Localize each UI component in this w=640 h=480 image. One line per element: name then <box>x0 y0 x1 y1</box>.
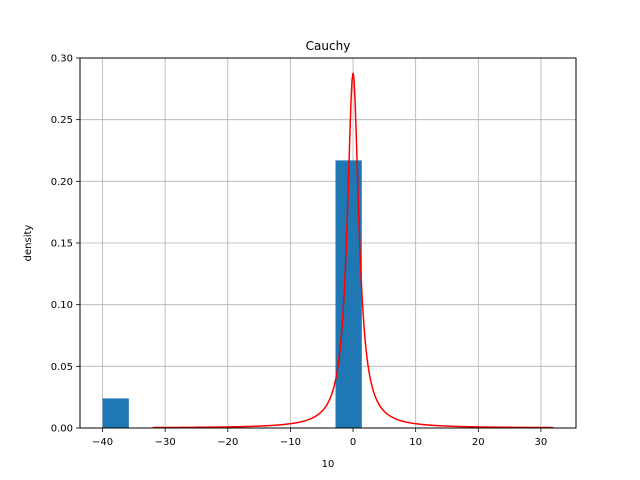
y-tick-label: 0.05 <box>51 362 73 373</box>
x-tick-label: 10 <box>409 437 422 448</box>
y-tick-label: 0.25 <box>51 115 73 126</box>
y-axis-ticks: 0.00 0.05 0.10 0.15 0.20 0.25 0.30 <box>51 54 80 435</box>
y-tick-label: 0.00 <box>51 424 73 435</box>
grid <box>80 57 576 429</box>
density-line <box>152 72 554 429</box>
x-tick-label: −30 <box>155 437 176 448</box>
y-tick-label: 0.20 <box>51 177 73 188</box>
x-axis-ticks: −40 −30 −20 −10 0 10 20 30 <box>92 428 547 448</box>
x-tick-label: −20 <box>217 437 238 448</box>
x-tick-label: 0 <box>350 437 356 448</box>
chart-title: Cauchy <box>306 39 351 53</box>
x-tick-label: −40 <box>92 437 113 448</box>
density-lines <box>152 72 554 429</box>
x-tick-label: 20 <box>472 437 485 448</box>
y-axis-label: density <box>23 225 34 262</box>
histogram-bar <box>335 160 362 428</box>
y-tick-label: 0.10 <box>51 300 73 311</box>
x-tick-label: 30 <box>535 437 548 448</box>
x-tick-label: −10 <box>280 437 301 448</box>
bars <box>102 160 362 428</box>
y-tick-label: 0.15 <box>51 239 73 250</box>
y-tick-label: 0.30 <box>51 54 73 65</box>
x-axis-label: 10 <box>322 459 335 470</box>
histogram-bar <box>102 398 129 428</box>
